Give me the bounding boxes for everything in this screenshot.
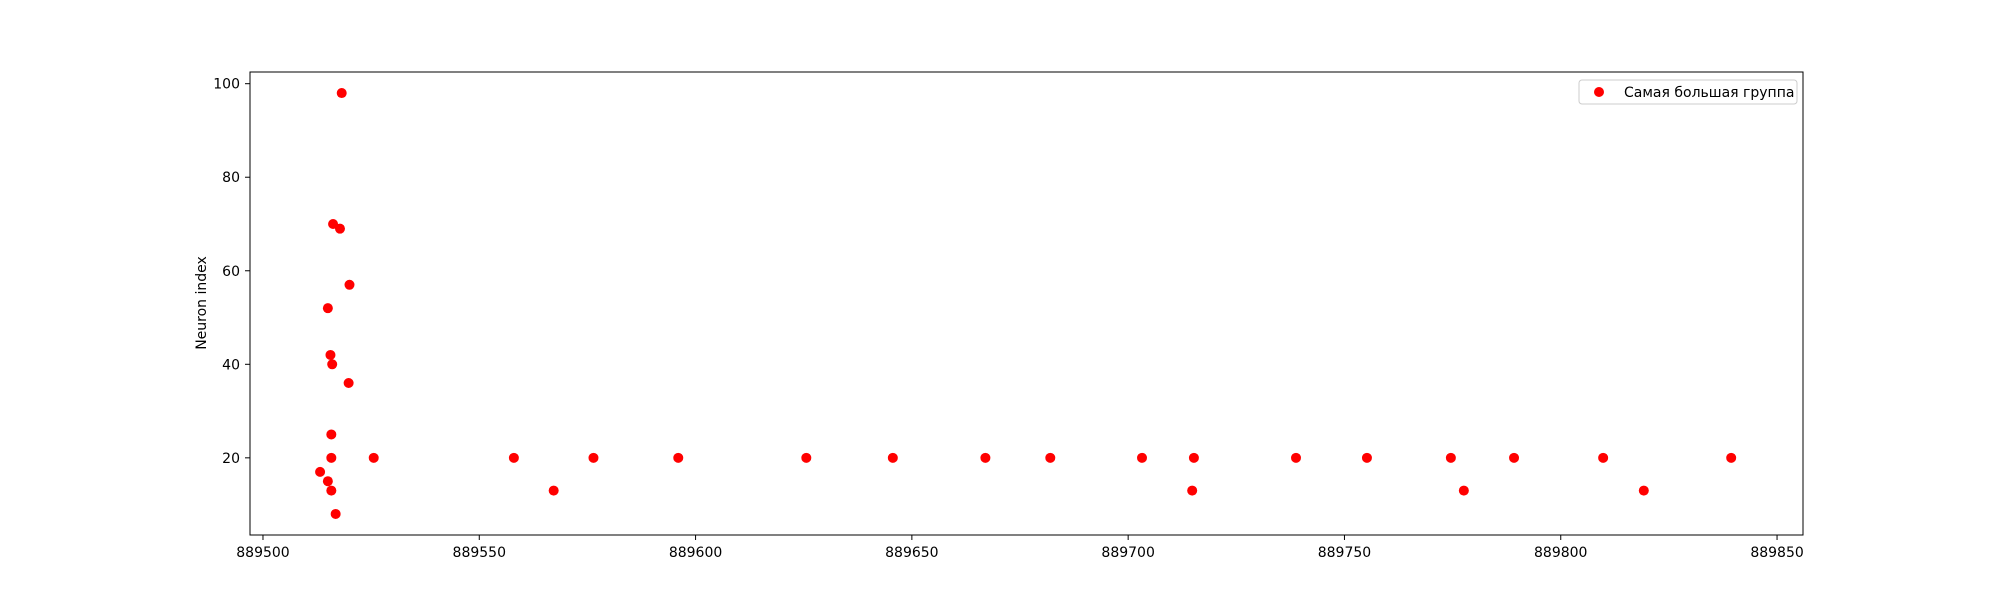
data-point xyxy=(1361,452,1372,463)
y-axis-label: Neuron index xyxy=(194,256,210,350)
data-point xyxy=(327,359,338,370)
legend-marker xyxy=(1594,87,1604,97)
data-point xyxy=(322,303,333,314)
data-point xyxy=(325,349,336,360)
data-point xyxy=(1458,485,1469,496)
data-point xyxy=(330,508,341,519)
y-tick-label: 80 xyxy=(222,170,240,186)
data-point xyxy=(1638,485,1649,496)
x-tick-label: 889750 xyxy=(1318,545,1371,561)
x-tick-label: 889550 xyxy=(453,545,506,561)
y-tick-label: 100 xyxy=(213,77,240,93)
x-axis: 889500 889550 889600 889650 889700 889750 8898… xyxy=(236,535,1804,561)
data-point xyxy=(1509,452,1520,463)
data-point xyxy=(326,452,337,463)
data-point xyxy=(588,452,599,463)
data-point xyxy=(1291,452,1302,463)
data-point xyxy=(326,485,337,496)
data-point xyxy=(548,485,559,496)
y-tick-label: 40 xyxy=(222,357,240,373)
legend-box xyxy=(1578,79,1798,105)
data-point xyxy=(1188,452,1199,463)
data-point xyxy=(326,429,337,440)
x-tick-label: 889700 xyxy=(1101,545,1154,561)
y-tick-label: 20 xyxy=(222,451,240,467)
x-tick-label: 889600 xyxy=(669,545,722,561)
data-point xyxy=(801,452,812,463)
y-tick-label: 60 xyxy=(222,264,240,280)
data-point xyxy=(344,279,355,290)
data-point xyxy=(334,223,345,234)
data-point xyxy=(1045,452,1056,463)
x-tick-label: 889800 xyxy=(1534,545,1587,561)
data-point xyxy=(322,476,333,487)
data-point xyxy=(673,452,684,463)
data-point xyxy=(508,452,519,463)
data-points xyxy=(315,88,1737,519)
data-point xyxy=(336,88,347,99)
data-point xyxy=(343,378,354,389)
y-axis: 20 40 60 80 100 xyxy=(213,77,250,467)
data-point xyxy=(887,452,898,463)
x-tick-label: 889500 xyxy=(236,545,289,561)
data-point xyxy=(1598,452,1609,463)
data-point xyxy=(315,466,326,477)
data-point xyxy=(1187,485,1198,496)
x-tick-label: 889650 xyxy=(885,545,938,561)
legend: Самая большая группа xyxy=(1578,79,1798,105)
plot-area xyxy=(249,71,1804,536)
data-point xyxy=(368,452,379,463)
x-tick-label: 889850 xyxy=(1750,545,1803,561)
data-point xyxy=(1137,452,1148,463)
legend-label: Самая большая группа xyxy=(1624,85,1794,101)
data-point xyxy=(1726,452,1737,463)
data-point xyxy=(980,452,991,463)
data-point xyxy=(1445,452,1456,463)
